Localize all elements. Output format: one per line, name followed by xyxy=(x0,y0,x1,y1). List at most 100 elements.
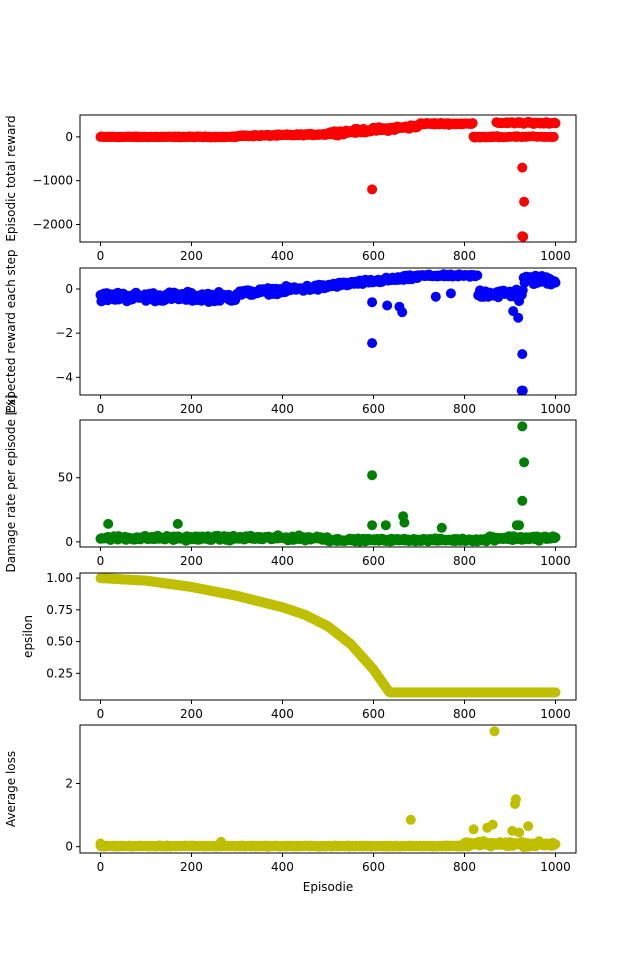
data-point xyxy=(216,836,227,847)
x-tick-label: 600 xyxy=(362,402,385,416)
subplot-total-reward: 0 200 400 600 800 1000 0 −1000 −2000 Episodic to… xyxy=(4,114,577,263)
data-point xyxy=(517,421,528,432)
subplot-average-loss: 0 200 400 600 800 1000 0 2 Average loss Episodi… xyxy=(4,724,577,894)
y-axis-label: Damage rate per episode [%] xyxy=(4,395,18,573)
data-point xyxy=(519,196,530,207)
x-axis-label: Episodie xyxy=(303,880,353,894)
y-tick-label: 0 xyxy=(65,535,73,549)
x-tick-label: 0 xyxy=(97,707,105,721)
data-point xyxy=(514,296,525,307)
x-tick-label: 800 xyxy=(453,554,476,568)
data-point xyxy=(550,118,561,129)
data-point xyxy=(468,824,479,835)
data-point xyxy=(510,799,520,809)
x-tick-label: 600 xyxy=(362,707,385,721)
data-point xyxy=(550,839,561,850)
y-tick-label: −2000 xyxy=(32,217,73,231)
y-tick-label: 50 xyxy=(58,471,73,485)
data-point xyxy=(513,312,524,323)
data-point xyxy=(397,307,408,318)
y-axis-label: Expected reward each step xyxy=(4,250,18,414)
axes-frame xyxy=(79,572,577,701)
data-point xyxy=(517,385,528,396)
data-point xyxy=(95,838,106,849)
x-tick-label: 600 xyxy=(362,554,385,568)
y-tick-label: −1000 xyxy=(32,174,73,188)
data-point xyxy=(489,726,500,737)
y-tick-label: 0.25 xyxy=(46,666,73,680)
data-point xyxy=(172,518,183,529)
data-point xyxy=(367,184,378,195)
data-point xyxy=(430,291,441,302)
data-point xyxy=(472,270,483,281)
data-point xyxy=(550,277,561,288)
data-point xyxy=(467,118,478,129)
x-tick-label: 800 xyxy=(453,402,476,416)
data-point xyxy=(103,518,114,529)
x-tick-label: 1000 xyxy=(540,860,571,874)
data-point xyxy=(367,470,378,481)
axes-frame xyxy=(79,267,577,396)
data-point xyxy=(517,285,528,296)
y-tick-label: −2 xyxy=(55,326,73,340)
data-point xyxy=(550,687,561,698)
x-tick-label: 0 xyxy=(97,860,105,874)
y-axis-label: Episodic total reward xyxy=(4,115,18,241)
data-point xyxy=(482,822,493,833)
x-tick-label: 600 xyxy=(362,249,385,263)
y-tick-label: 0.75 xyxy=(46,603,73,617)
y-tick-label: 2 xyxy=(65,776,73,790)
x-tick-label: 1000 xyxy=(540,249,571,263)
x-tick-label: 800 xyxy=(453,860,476,874)
data-point xyxy=(445,288,456,299)
y-tick-label: 0 xyxy=(65,130,73,144)
data-point xyxy=(523,821,534,832)
y-tick-label: 0.50 xyxy=(46,635,73,649)
y-tick-label: 1.00 xyxy=(46,571,73,585)
data-point xyxy=(519,457,530,468)
subplot-epsilon: 0 200 400 600 800 1000 0.25 0.50 0.75 1.00 epsilo… xyxy=(21,571,577,721)
y-tick-label: 0 xyxy=(65,282,73,296)
axes-frame xyxy=(79,114,577,243)
data-point xyxy=(405,814,416,825)
x-tick-label: 400 xyxy=(271,554,294,568)
x-tick-label: 200 xyxy=(180,860,203,874)
x-tick-label: 0 xyxy=(97,402,105,416)
x-tick-label: 400 xyxy=(271,249,294,263)
data-point xyxy=(548,131,559,142)
x-tick-label: 200 xyxy=(180,402,203,416)
x-tick-label: 600 xyxy=(362,860,385,874)
y-tick-label: −4 xyxy=(55,370,73,384)
x-tick-label: 800 xyxy=(453,707,476,721)
data-point xyxy=(517,495,528,506)
x-tick-label: 1000 xyxy=(540,707,571,721)
subplot-expected-reward: 0 200 400 600 800 1000 0 −2 −4 Expected reward e… xyxy=(4,250,577,416)
x-tick-label: 200 xyxy=(180,554,203,568)
x-tick-label: 1000 xyxy=(540,554,571,568)
x-tick-label: 0 xyxy=(97,554,105,568)
data-point xyxy=(550,532,561,543)
data-point xyxy=(436,522,447,533)
data-point xyxy=(399,517,410,528)
x-tick-label: 800 xyxy=(453,249,476,263)
data-point xyxy=(517,349,528,360)
data-point xyxy=(367,520,378,531)
y-tick-label: 0 xyxy=(65,840,73,854)
x-tick-label: 1000 xyxy=(540,402,571,416)
y-axis-label: epsilon xyxy=(21,615,35,658)
data-point xyxy=(514,827,525,838)
x-tick-label: 0 xyxy=(97,249,105,263)
x-tick-label: 400 xyxy=(271,707,294,721)
axes-frame xyxy=(79,724,577,854)
x-tick-label: 400 xyxy=(271,860,294,874)
data-point xyxy=(518,231,529,242)
data-point xyxy=(367,297,378,308)
x-tick-label: 200 xyxy=(180,707,203,721)
data-point xyxy=(380,520,391,531)
data-point xyxy=(367,338,378,349)
data-point xyxy=(517,162,528,173)
data-point xyxy=(514,520,525,531)
data-point xyxy=(382,300,393,311)
subplot-damage-rate: 0 200 400 600 800 1000 0 50 Damage rate per epi… xyxy=(4,395,577,573)
